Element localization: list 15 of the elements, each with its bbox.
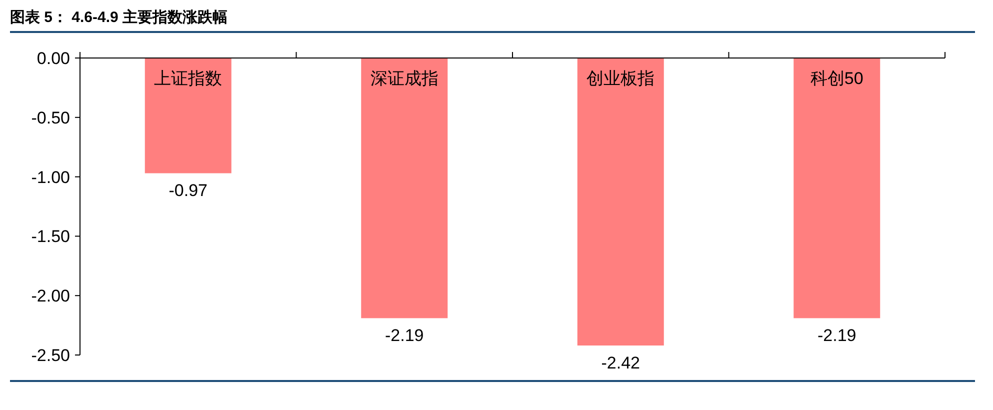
y-tick-label: -2.00 [31,286,70,306]
y-tick-label: -1.00 [31,168,70,187]
x-tick-label: 上证指数 [154,69,222,88]
chart-title: 图表 5： 4.6-4.9 主要指数涨跌幅 [10,8,228,26]
y-tick-label: -1.50 [31,227,70,246]
data-label: -2.19 [385,326,424,346]
y-tick-label: -0.50 [31,108,70,128]
data-label: -0.97 [168,181,208,200]
x-tick-label: 科创50 [810,69,864,88]
x-tick-label: 深证成指 [370,69,438,88]
y-tick-label: 0.00 [36,49,70,68]
x-tick-label: 创业板指 [586,69,655,88]
data-label: -2.42 [601,353,640,372]
y-tick-label: -2.50 [31,346,70,365]
data-label: -2.19 [818,326,856,346]
